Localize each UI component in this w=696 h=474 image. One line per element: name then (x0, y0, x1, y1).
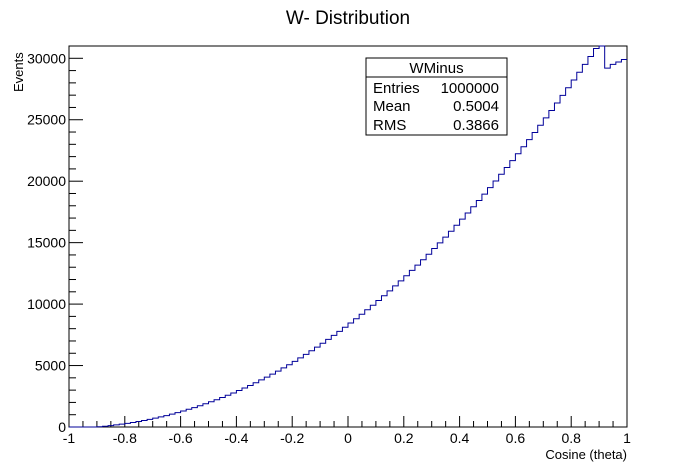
chart-title: W- Distribution (286, 8, 410, 29)
stats-entries-label: Entries (373, 80, 420, 97)
x-tick-label: -0.2 (280, 430, 304, 446)
y-tick-label: 15000 (27, 235, 66, 251)
x-tick-label: 0.8 (561, 430, 581, 446)
y-tick-label: 30000 (27, 50, 66, 66)
x-tick-label: -0.4 (224, 430, 248, 446)
x-tick-label: 1 (623, 430, 631, 446)
x-tick-label: 0.2 (394, 430, 414, 446)
x-tick-label: -0.6 (169, 430, 193, 446)
stats-mean-label: Mean (373, 98, 411, 115)
x-tick-label: -0.8 (113, 430, 137, 446)
x-axis-tick-labels: -1 -0.8 -0.6 -0.4 -0.2 0 0.2 0.4 0.6 0.8 1 (63, 430, 631, 446)
x-axis-title: Cosine (theta) (545, 447, 627, 462)
y-tick-label: 25000 (27, 112, 66, 128)
stats-rms-label: RMS (373, 117, 406, 134)
y-tick-label: 10000 (27, 296, 66, 312)
y-axis-title: Events (11, 52, 26, 92)
plot-frame (68, 45, 628, 428)
y-tick-label: 0 (58, 419, 66, 435)
y-tick-label: 20000 (27, 173, 66, 189)
x-tick-label: -1 (63, 430, 76, 446)
stats-box: WMinus Entries 1000000 Mean 0.5004 RMS 0… (365, 57, 508, 136)
y-tick-label: 5000 (35, 358, 66, 374)
y-axis-ticks (69, 45, 83, 428)
y-axis-tick-labels: 0 5000 10000 15000 20000 25000 30000 (27, 50, 66, 435)
x-tick-label: 0.6 (506, 430, 526, 446)
stats-rms-value: 0.3866 (453, 117, 499, 134)
x-tick-label: 0 (344, 430, 352, 446)
stats-entries-value: 1000000 (441, 80, 499, 97)
x-tick-label: 0.4 (450, 430, 470, 446)
stats-mean-value: 0.5004 (453, 98, 499, 115)
histogram-series-line (69, 45, 627, 428)
stats-box-frame (365, 57, 508, 136)
stats-box-title: WMinus (409, 60, 463, 77)
x-axis-ticks (68, 416, 628, 427)
